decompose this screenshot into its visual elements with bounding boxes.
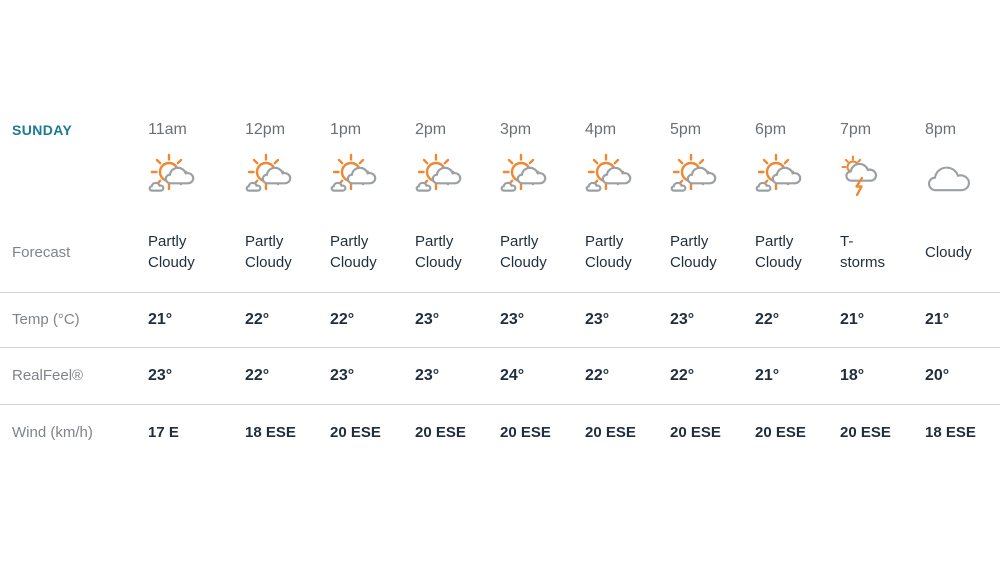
temp-value: 21° [925, 310, 950, 328]
hour-column[interactable]: 3pm Partly Cloudy 23° 24° 20 ESE [500, 110, 585, 460]
realfeel-value: 20° [925, 366, 950, 384]
temp-value: 23° [585, 310, 610, 328]
forecast-text: Partly Cloudy [585, 233, 632, 271]
hour-column[interactable]: 7pm T-storms 21° 18° 20 ESE [840, 110, 925, 460]
hour-time-label: 11am [148, 121, 187, 138]
hour-time-label: 12pm [245, 121, 286, 138]
icon-row-spacer [12, 150, 148, 212]
realfeel-value: 23° [330, 366, 355, 384]
wind-value: 20 ESE [415, 423, 466, 441]
forecast-text: Cloudy [925, 243, 972, 261]
realfeel-value: 24° [500, 366, 525, 384]
hour-time-label: 4pm [585, 121, 617, 138]
hour-time-label: 2pm [415, 121, 447, 138]
temp-row-label: Temp (°C) [12, 311, 80, 328]
wind-value: 18 ESE [925, 423, 976, 441]
hour-column[interactable]: 6pm Partly Cloudy 22° 21° 20 ESE [755, 110, 840, 460]
weather-icon [245, 153, 293, 201]
temp-value: 23° [670, 310, 695, 328]
weather-icon [415, 153, 463, 201]
hour-column[interactable]: 8pm Cloudy 21° 20° 18 ESE [925, 110, 1000, 460]
wind-value: 20 ESE [500, 423, 551, 441]
wind-value: 17 E [148, 423, 179, 441]
temp-value: 22° [245, 310, 270, 328]
weather-icon [330, 153, 378, 201]
weather-icon [148, 153, 196, 201]
hour-column[interactable]: 4pm Partly Cloudy 23° 22° 20 ESE [585, 110, 670, 460]
row-label-column: SUNDAY Forecast Temp (°C) RealFeel® Wind… [0, 110, 148, 460]
wind-value: 18 ESE [245, 423, 296, 441]
wind-value: 20 ESE [840, 423, 891, 441]
row-divider [0, 347, 1000, 348]
wind-value: 20 ESE [755, 423, 806, 441]
hour-column[interactable]: 5pm Partly Cloudy 23° 22° 20 ESE [670, 110, 755, 460]
hour-time-label: 1pm [330, 121, 362, 138]
realfeel-value: 23° [415, 366, 440, 384]
day-tab-sunday[interactable]: SUNDAY [12, 122, 73, 138]
realfeel-value: 23° [148, 366, 173, 384]
forecast-text: Partly Cloudy [755, 233, 802, 271]
wind-value: 20 ESE [330, 423, 381, 441]
forecast-text: Partly Cloudy [415, 233, 462, 271]
realfeel-value: 22° [585, 366, 610, 384]
hour-time-label: 3pm [500, 121, 532, 138]
realfeel-value: 21° [755, 366, 780, 384]
weather-icon [755, 153, 803, 201]
weather-icon [500, 153, 548, 201]
weather-icon [670, 153, 718, 201]
hour-column[interactable]: 11am Partly Cloudy 21° 23° 17 E [148, 110, 245, 460]
hour-time-label: 8pm [925, 121, 957, 138]
hour-column[interactable]: 12pm Partly Cloudy 22° 22° 18 ESE [245, 110, 330, 460]
temp-value: 22° [330, 310, 355, 328]
weather-icon [840, 153, 888, 201]
row-divider [0, 292, 1000, 293]
realfeel-value: 22° [670, 366, 695, 384]
forecast-text: Partly Cloudy [500, 233, 547, 271]
hour-column[interactable]: 2pm Partly Cloudy 23° 23° 20 ESE [415, 110, 500, 460]
row-divider [0, 404, 1000, 405]
hour-column[interactable]: 1pm Partly Cloudy 22° 23° 20 ESE [330, 110, 415, 460]
wind-value: 20 ESE [585, 423, 636, 441]
forecast-text: Partly Cloudy [330, 233, 377, 271]
temp-value: 23° [500, 310, 525, 328]
hour-time-label: 6pm [755, 121, 787, 138]
temp-value: 21° [840, 310, 865, 328]
forecast-text: Partly Cloudy [670, 233, 717, 271]
forecast-row-label: Forecast [12, 243, 71, 261]
temp-value: 21° [148, 310, 173, 328]
temp-value: 23° [415, 310, 440, 328]
temp-value: 22° [755, 310, 780, 328]
forecast-text: Partly Cloudy [148, 233, 195, 271]
weather-icon [925, 153, 973, 201]
forecast-text: Partly Cloudy [245, 233, 292, 271]
hour-time-label: 5pm [670, 121, 702, 138]
hour-time-label: 7pm [840, 121, 872, 138]
weather-icon [585, 153, 633, 201]
wind-value: 20 ESE [670, 423, 721, 441]
wind-row-label: Wind (km/h) [12, 423, 93, 441]
realfeel-value: 18° [840, 366, 865, 384]
forecast-text: T-storms [840, 233, 885, 271]
hour-columns: 11am Partly Cloudy 21° 23° 17 E 12pm Par… [148, 110, 1000, 460]
realfeel-row-label: RealFeel® [12, 367, 84, 384]
realfeel-value: 22° [245, 366, 270, 384]
hourly-forecast-table: SUNDAY Forecast Temp (°C) RealFeel® Wind… [0, 110, 1000, 460]
